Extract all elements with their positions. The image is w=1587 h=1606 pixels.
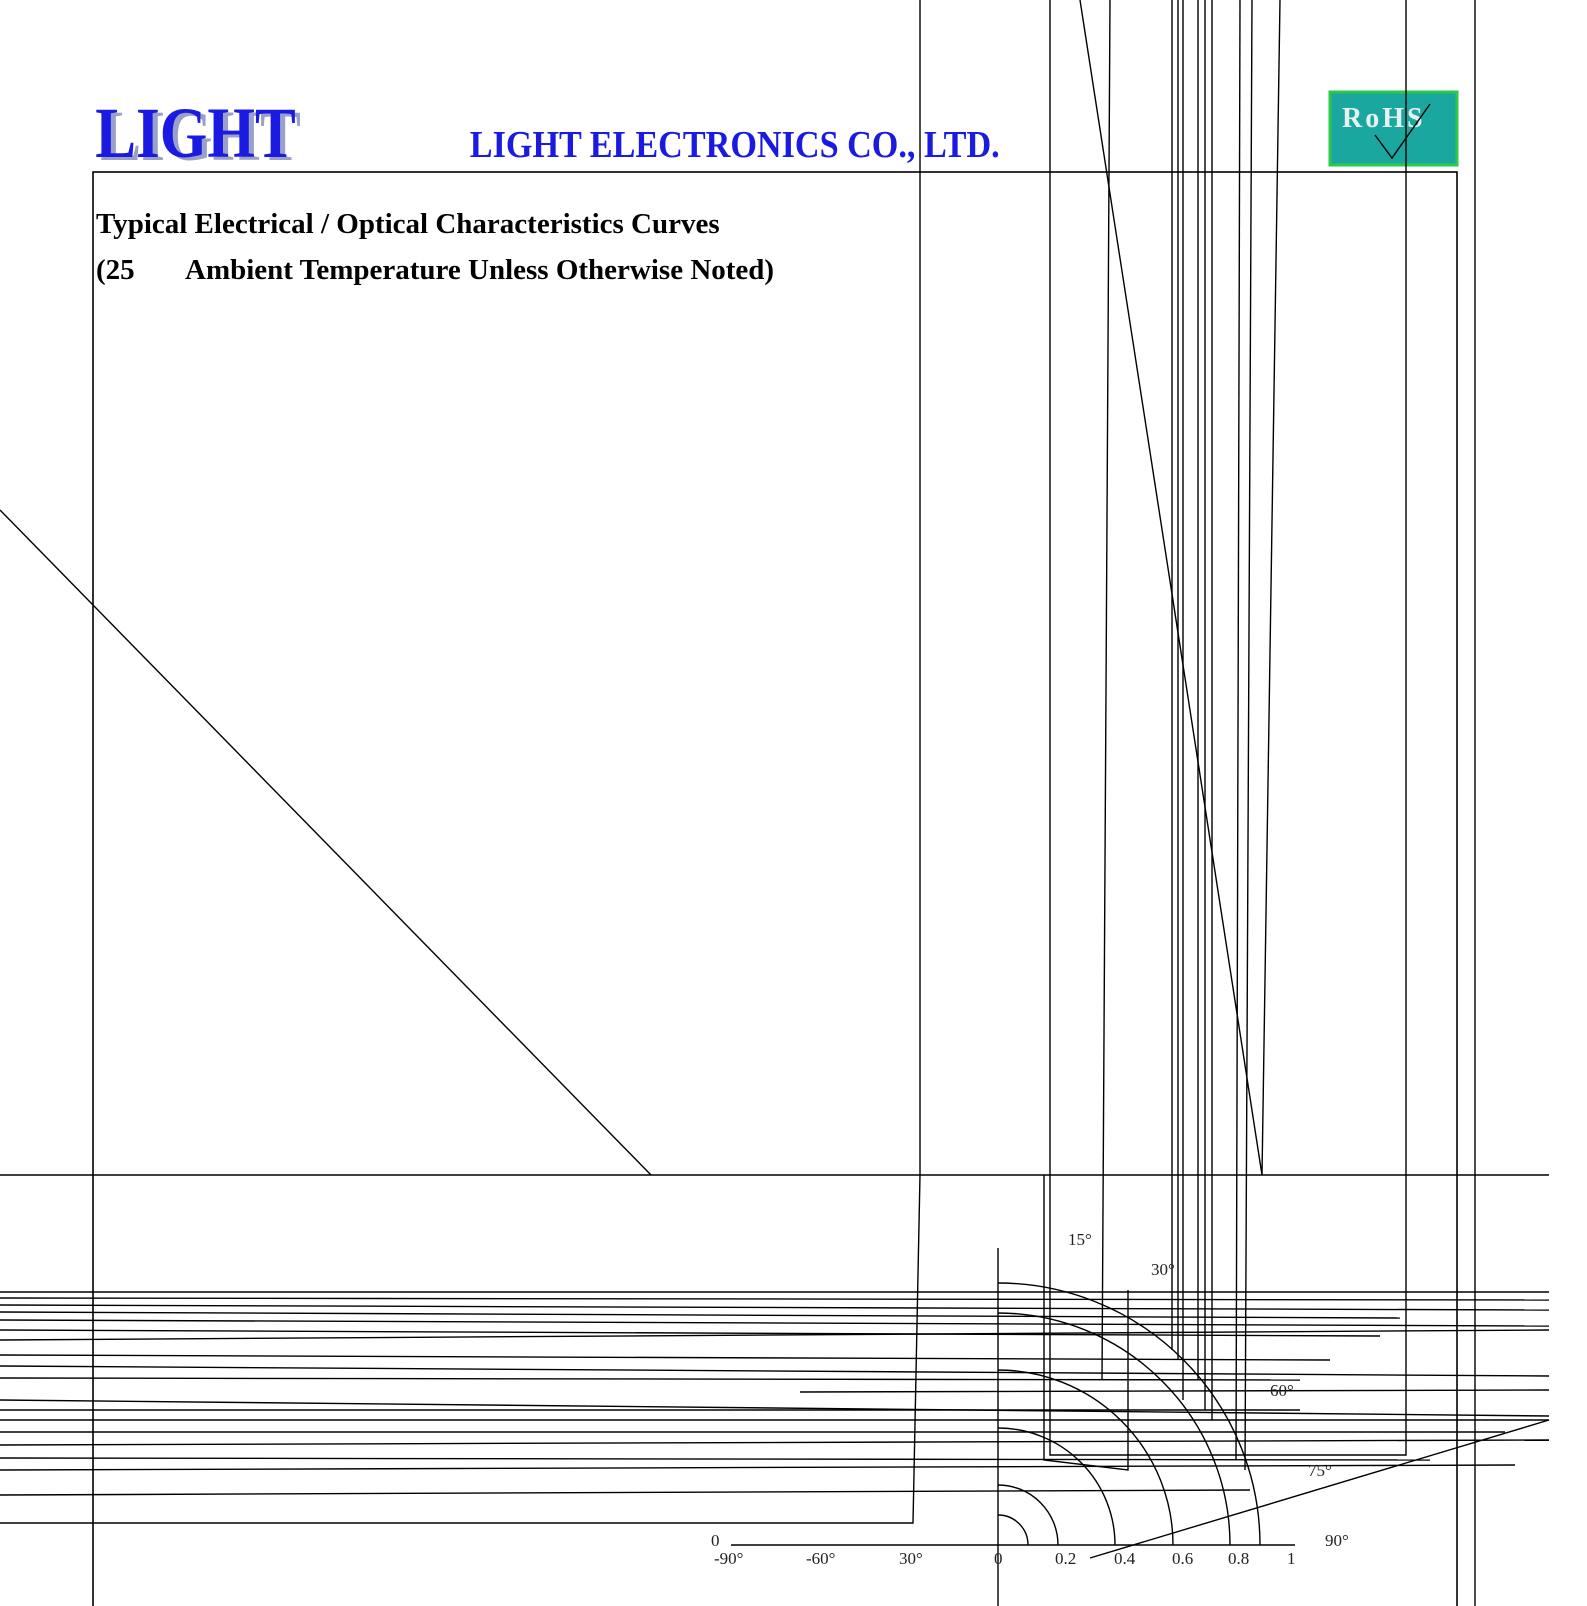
polar-grid (731, 1248, 1295, 1606)
section-title: Typical Electrical / Optical Characteris… (96, 208, 720, 240)
company-name: LIGHT ELECTRONICS CO., LTD. (470, 123, 1000, 165)
artifact-lines (0, 0, 1550, 1606)
angle-label: -60° (806, 1549, 835, 1568)
logo: LIGHT (95, 93, 296, 173)
section-subtitle-prefix: (25 (96, 254, 135, 286)
rohs-text: RoHS (1342, 103, 1426, 134)
polar-label: 90° (1325, 1531, 1349, 1550)
scale-label: 0 (994, 1549, 1003, 1568)
scale-label: 0.8 (1228, 1549, 1249, 1568)
scale-label: 0.2 (1055, 1549, 1076, 1568)
axis-zero: 0 (711, 1531, 720, 1550)
frame (92, 171, 1458, 1606)
polar-label: 30° (1151, 1260, 1175, 1279)
angle-label: -90° (714, 1549, 743, 1568)
scale-label: 0.4 (1114, 1549, 1136, 1568)
scale-label: 1 (1287, 1549, 1296, 1568)
polar-label: 75° (1308, 1461, 1332, 1480)
angle-label: 30° (899, 1549, 923, 1568)
logo-shadow: LIGHT (100, 96, 301, 176)
polar-label: 60° (1270, 1381, 1294, 1400)
rohs-check (1374, 103, 1431, 160)
section-subtitle: Ambient Temperature Unless Otherwise Not… (185, 254, 774, 286)
scale-label: 0.6 (1172, 1549, 1193, 1568)
rohs-badge (1328, 90, 1459, 167)
polar-label: 15° (1068, 1230, 1092, 1249)
